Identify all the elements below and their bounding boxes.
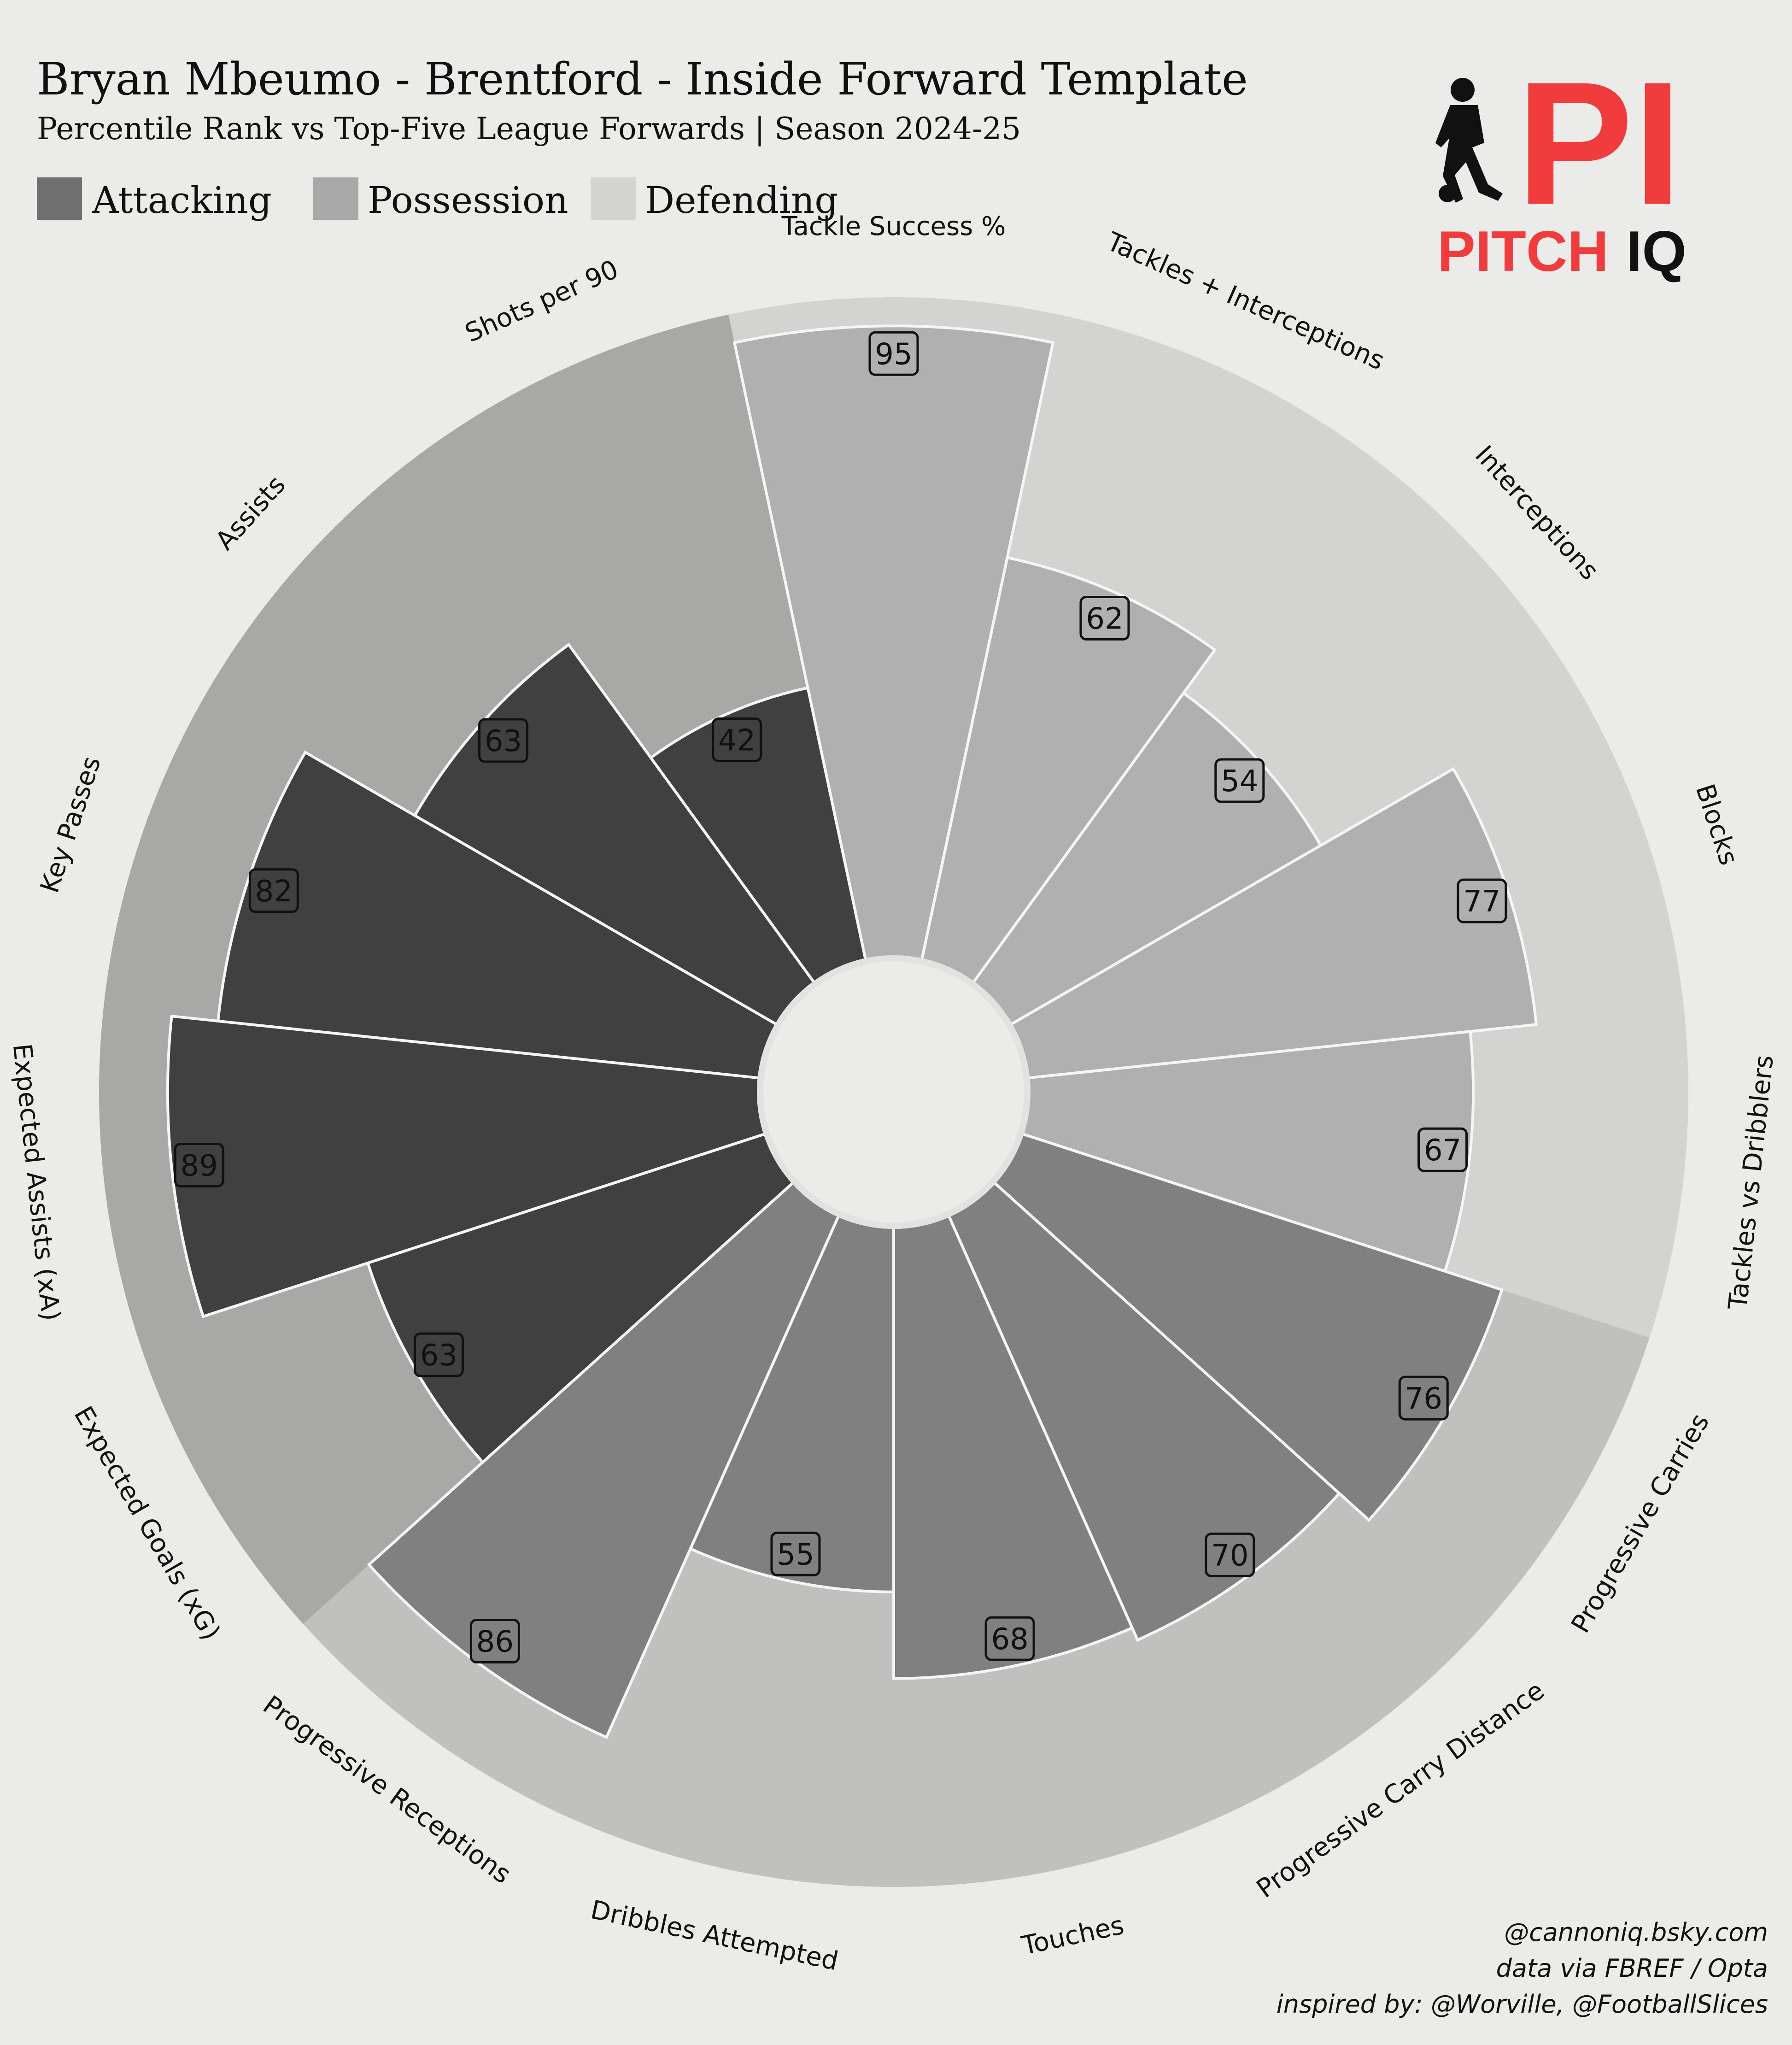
credit-line-2: data via FBREF / Opta [1496, 1954, 1768, 1983]
value-label-tackles-interceptions: 62 [1079, 595, 1130, 641]
value-text: 70 [1211, 1539, 1248, 1573]
credits: @cannoniq.bsky.com data via FBREF / Opta… [1277, 1918, 1768, 2019]
value-label-tackles-vs-dribblers: 67 [1417, 1127, 1468, 1172]
legend: Attacking Possession Defending [37, 177, 838, 222]
value-label-blocks: 77 [1457, 878, 1507, 923]
value-box [469, 1618, 520, 1663]
pitch-iq-logo: PI PITCH IQ [1435, 45, 1687, 283]
value-box [712, 717, 762, 762]
credit-line-1: @cannoniq.bsky.com [1504, 1918, 1768, 1947]
player-silhouette-icon [1435, 78, 1503, 203]
value-text: 89 [181, 1149, 218, 1183]
value-text: 76 [1405, 1382, 1442, 1416]
value-text: 42 [718, 723, 755, 758]
value-text: 77 [1463, 885, 1500, 919]
value-label-dribbles-attempted: 55 [770, 1531, 821, 1576]
value-box [1079, 595, 1130, 641]
param-label-tackle-success: Tackle Success % [781, 212, 1006, 241]
value-text: 68 [991, 1622, 1028, 1657]
value-box [248, 868, 299, 913]
value-text: 95 [875, 337, 912, 371]
legend-swatch-defending [591, 177, 636, 220]
logo-pitch-text: PITCH [1437, 220, 1609, 283]
value-text: 82 [255, 875, 293, 909]
value-box [868, 331, 919, 376]
value-text: 55 [777, 1538, 814, 1572]
legend-swatch-possession [313, 177, 358, 220]
value-label-progressive-carries: 76 [1398, 1375, 1449, 1421]
value-box [1205, 1532, 1255, 1577]
value-label-expected-goals-xg: 63 [413, 1332, 464, 1377]
value-text: 63 [485, 724, 522, 758]
value-box [413, 1332, 464, 1377]
value-labels: 95 62 54 77 67 76 70 68 55 86 63 89 82 63 42 [174, 331, 1507, 1663]
value-box [1214, 758, 1265, 803]
value-box [174, 1142, 224, 1187]
logo-iq-text: IQ [1626, 220, 1687, 283]
value-text: 62 [1086, 602, 1123, 636]
value-label-tackle-success: 95 [868, 331, 919, 376]
value-label-progressive-carry-distance: 70 [1205, 1532, 1255, 1577]
value-label-shots-per-90: 42 [712, 717, 762, 762]
value-box [1398, 1375, 1449, 1421]
value-label-key-passes: 82 [248, 868, 299, 913]
value-label-expected-assists-xa: 89 [174, 1142, 224, 1187]
value-label-assists: 63 [478, 718, 529, 763]
pizza-center [757, 955, 1031, 1229]
legend-label-defending: Defending [645, 179, 838, 222]
legend-label-attacking: Attacking [92, 179, 272, 222]
value-box [1417, 1127, 1468, 1172]
value-label-touches: 68 [984, 1616, 1035, 1661]
value-text: 86 [476, 1625, 514, 1659]
value-box [478, 718, 529, 763]
legend-label-possession: Possession [368, 179, 568, 222]
logo-pi: PI [1517, 45, 1682, 241]
chart-title: Bryan Mbeumo - Brentford - Inside Forwar… [37, 53, 1248, 105]
value-text: 63 [420, 1339, 457, 1373]
value-text: 67 [1424, 1134, 1461, 1168]
credit-line-3: inspired by: @Worville, @FootballSlices [1277, 1990, 1768, 2019]
value-text: 54 [1221, 764, 1258, 799]
legend-swatch-attacking [37, 177, 82, 220]
value-label-progressive-receptions: 86 [469, 1618, 520, 1663]
pizza-wedges [166, 324, 1538, 1739]
value-label-interceptions: 54 [1214, 758, 1265, 803]
value-box [1457, 878, 1507, 923]
value-box [984, 1616, 1035, 1661]
value-box [770, 1531, 821, 1576]
chart-subtitle: Percentile Rank vs Top-Five League Forwa… [37, 111, 1021, 147]
